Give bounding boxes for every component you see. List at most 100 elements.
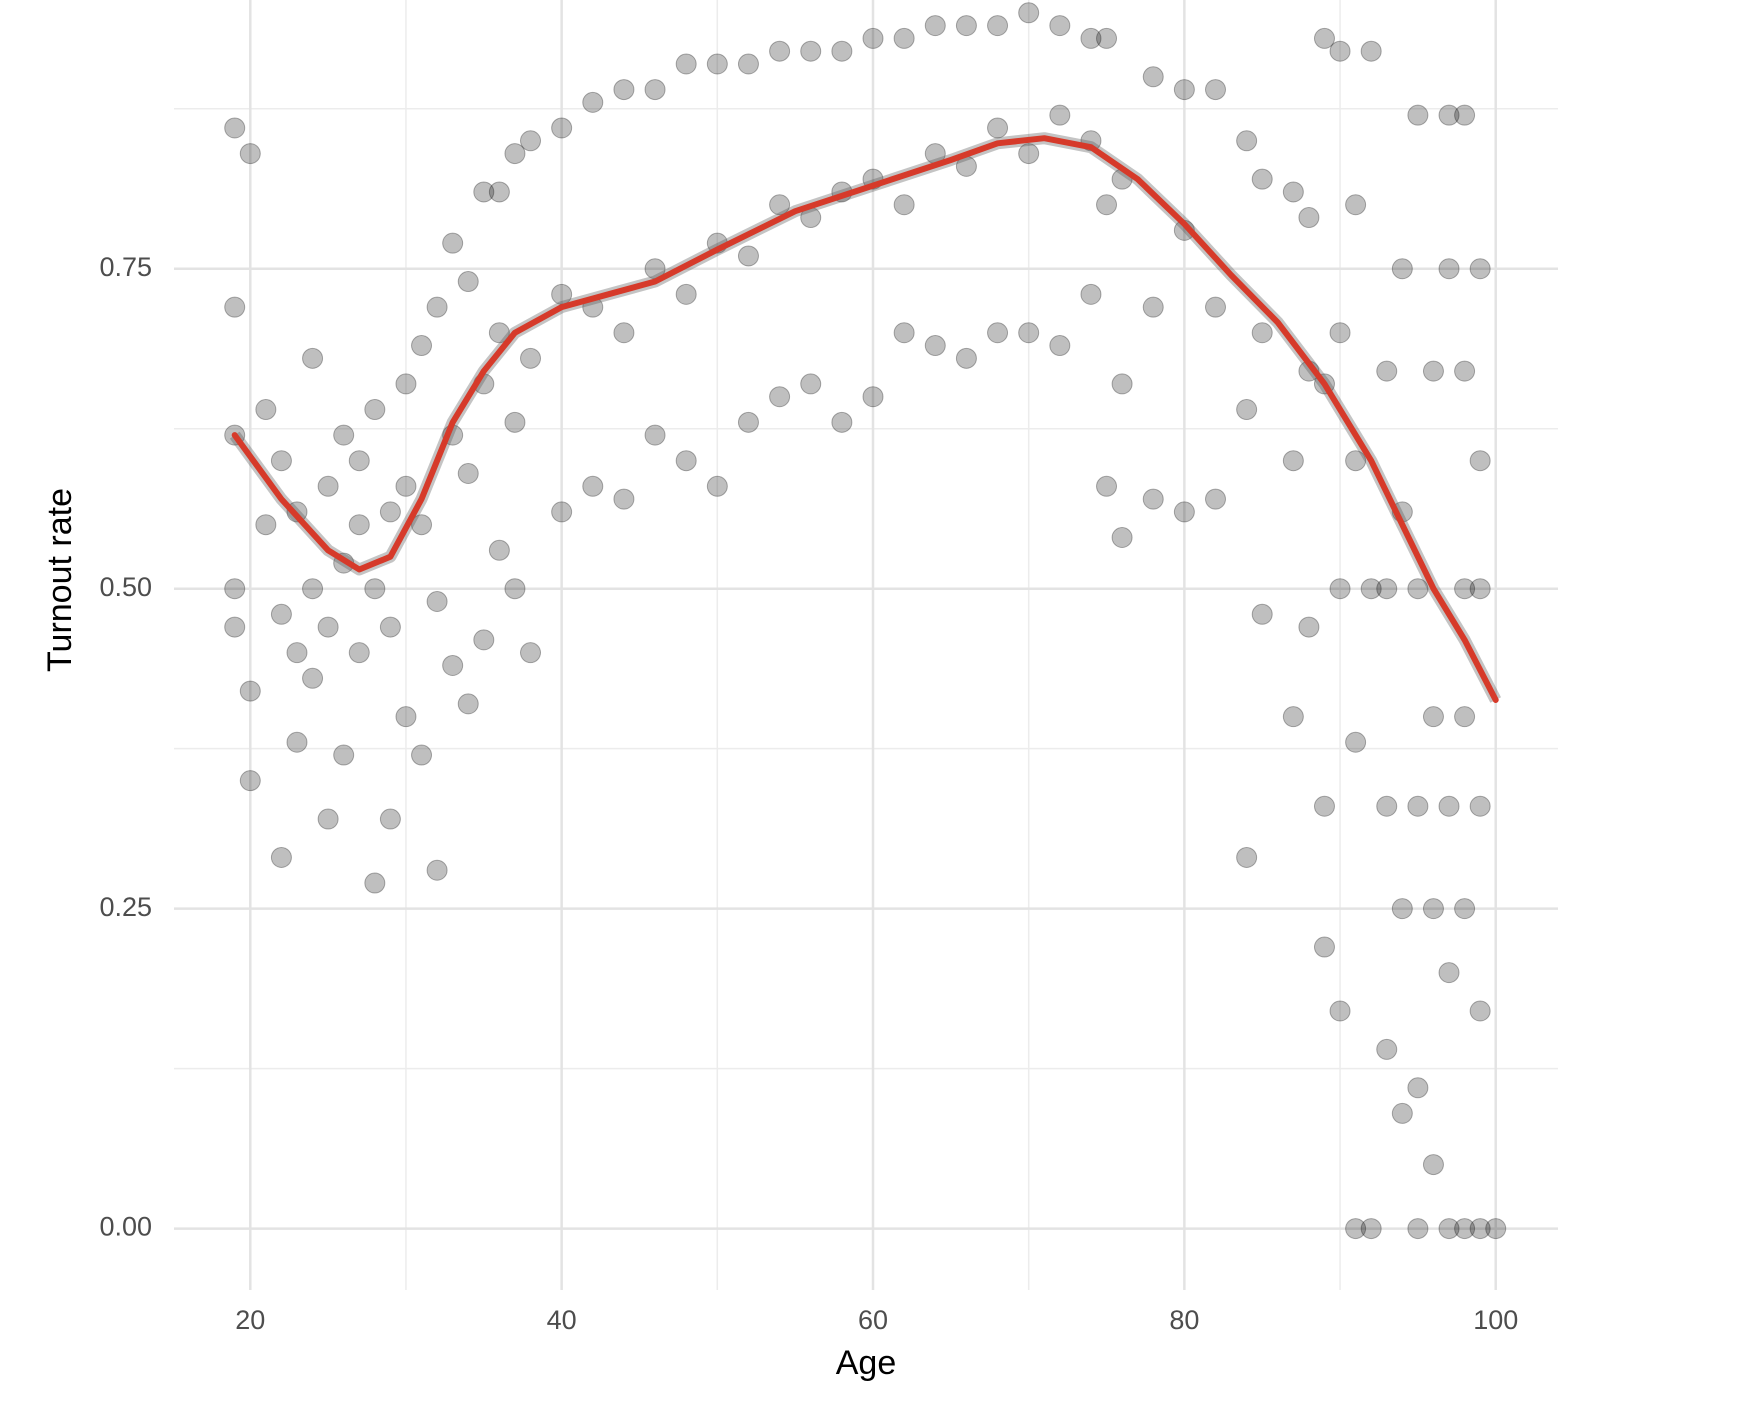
scatter-point: [1376, 795, 1398, 817]
scatter-point: [1096, 194, 1118, 216]
scatter-point: [1360, 40, 1382, 62]
scatter-point: [1438, 962, 1460, 984]
scatter-point: [426, 859, 448, 881]
scatter-point: [1049, 335, 1071, 357]
scatter-point: [769, 40, 791, 62]
scatter-point: [1018, 2, 1040, 24]
scatter-point: [1345, 731, 1367, 753]
scatter-point: [395, 373, 417, 395]
scatter-point: [737, 411, 759, 433]
scatter-point: [893, 27, 915, 49]
scatter-point: [1391, 258, 1413, 280]
scatter-point: [473, 629, 495, 651]
scatter-point: [1407, 578, 1429, 600]
scatter-point: [1111, 373, 1133, 395]
scatter-point: [426, 296, 448, 318]
scatter-point: [924, 15, 946, 37]
scatter-point: [1329, 1000, 1351, 1022]
scatter-point: [379, 808, 401, 830]
scatter-point: [675, 53, 697, 75]
scatter-point: [270, 603, 292, 625]
scatter-point: [1422, 1154, 1444, 1176]
scatter-point: [987, 117, 1009, 139]
scatter-point: [1313, 27, 1335, 49]
scatter-point: [582, 91, 604, 113]
scatter-point: [411, 335, 433, 357]
scatter-point: [706, 475, 728, 497]
scatter-point: [924, 335, 946, 357]
scatter-point: [1018, 143, 1040, 165]
scatter-point: [348, 642, 370, 664]
smooth-line: [231, 135, 1499, 703]
scatter-point: [270, 846, 292, 868]
scatter-point: [1391, 898, 1413, 920]
scatter-point: [239, 143, 261, 165]
scatter-point: [1282, 181, 1304, 203]
scatter-point: [1407, 104, 1429, 126]
x-tick-label: 20: [235, 1305, 265, 1335]
scatter-point: [364, 872, 386, 894]
scatter-point: [302, 347, 324, 369]
scatter-point: [520, 130, 542, 152]
scatter-point: [1018, 322, 1040, 344]
scatter-point: [769, 194, 791, 216]
scatter-point: [1236, 846, 1258, 868]
scatter-point: [224, 296, 246, 318]
scatter-point: [1454, 706, 1476, 728]
scatter-point: [270, 450, 292, 472]
x-tick-label: 80: [1169, 1305, 1199, 1335]
scatter-point: [831, 40, 853, 62]
scatter-point: [706, 53, 728, 75]
scatter-point: [1391, 1102, 1413, 1124]
scatter-point: [1142, 488, 1164, 510]
scatter-point: [520, 347, 542, 369]
scatter-point: [1080, 27, 1102, 49]
scatter-point: [893, 322, 915, 344]
scatter-point: [1329, 322, 1351, 344]
scatter-point: [488, 322, 510, 344]
scatter-point: [1282, 706, 1304, 728]
scatter-point: [644, 424, 666, 446]
scatter-point: [1454, 898, 1476, 920]
scatter-point: [551, 501, 573, 523]
scatter-point: [551, 117, 573, 139]
scatter-point: [1469, 450, 1491, 472]
scatter-point: [1438, 1218, 1460, 1240]
scatter-point: [1329, 40, 1351, 62]
y-tick-label: 0.75: [99, 252, 152, 282]
scatter-point: [504, 143, 526, 165]
scatter-point: [1142, 296, 1164, 318]
scatter-point: [442, 654, 464, 676]
scatter-point: [1345, 194, 1367, 216]
x-tick-label: 40: [547, 1305, 577, 1335]
y-tick-label: 0.50: [99, 572, 152, 602]
scatter-point: [613, 79, 635, 101]
y-tick-label: 0.00: [99, 1212, 152, 1242]
scatter-point: [348, 514, 370, 536]
scatter-point: [333, 424, 355, 446]
scatter-point: [395, 706, 417, 728]
scatter-point: [1313, 936, 1335, 958]
scatter-point: [364, 399, 386, 421]
scatter-point: [1313, 795, 1335, 817]
scatter-point: [862, 27, 884, 49]
scatter-point: [582, 475, 604, 497]
scatter-point: [1282, 450, 1304, 472]
scatter-point: [1422, 360, 1444, 382]
scatter-point: [1049, 15, 1071, 37]
scatter-point: [1469, 578, 1491, 600]
scatter-point: [1438, 104, 1460, 126]
scatter-point: [1438, 258, 1460, 280]
scatter-point: [1049, 104, 1071, 126]
scatter-point: [317, 475, 339, 497]
scatter-point: [1469, 1000, 1491, 1022]
scatter-point: [520, 642, 542, 664]
scatter-point: [395, 475, 417, 497]
scatter-point: [1080, 283, 1102, 305]
scatter-point: [1376, 1038, 1398, 1060]
x-tick-label: 100: [1473, 1305, 1518, 1335]
scatter-point: [302, 667, 324, 689]
scatter-point: [1111, 527, 1133, 548]
scatter-point: [239, 680, 261, 702]
scatter-point: [224, 616, 246, 638]
